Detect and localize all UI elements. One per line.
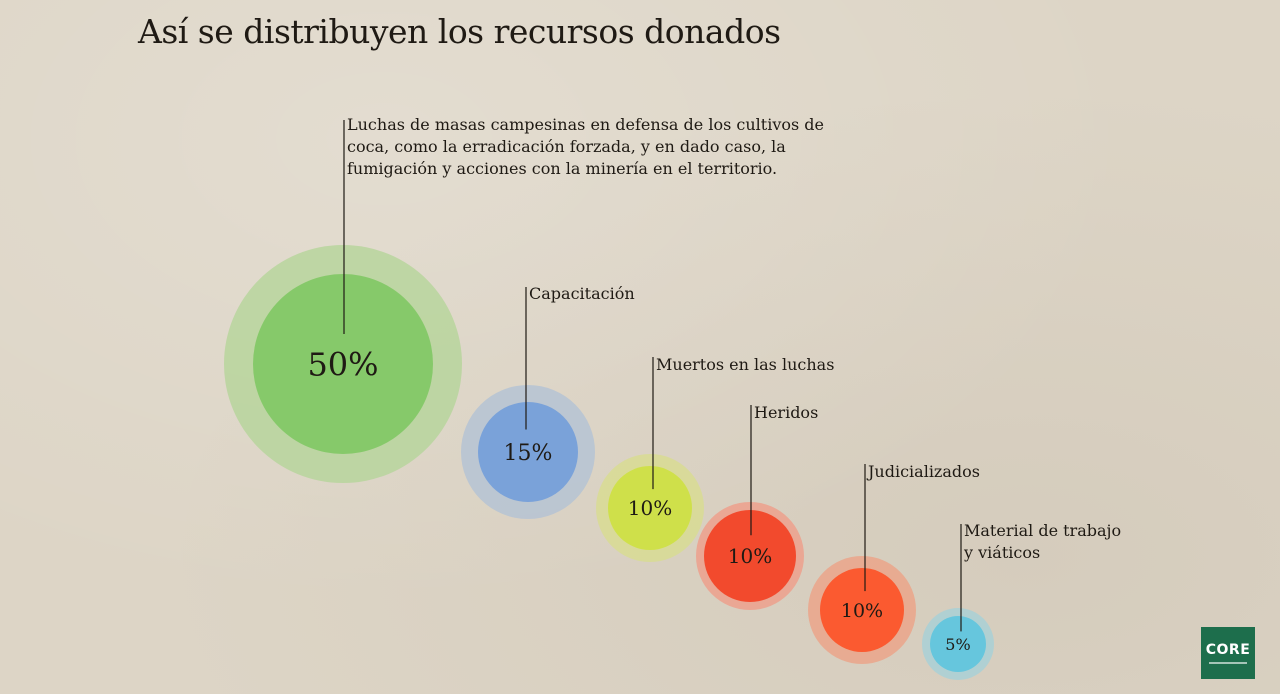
bubble-core bbox=[704, 510, 796, 602]
bubble-category-label: Muertos en las luchas bbox=[656, 355, 835, 374]
bubble-core bbox=[608, 466, 692, 550]
core-logo: CORE bbox=[1201, 627, 1255, 679]
chart-title: Así se distribuyen los recursos donados bbox=[138, 12, 781, 51]
bubble-core bbox=[253, 274, 433, 454]
bubble-2: 10% bbox=[596, 357, 704, 562]
bubble-category-label: Heridos bbox=[754, 403, 819, 422]
bubble-value-label: 10% bbox=[728, 544, 772, 568]
bubble-value-label: 10% bbox=[841, 600, 883, 622]
bubble-category-label: Material de trabajo y viáticos bbox=[964, 521, 1122, 562]
bubble-value-label: 5% bbox=[945, 635, 970, 654]
bubble-0: 50% bbox=[224, 120, 462, 483]
bubble-core bbox=[820, 568, 904, 652]
core-logo-text: CORE bbox=[1205, 642, 1251, 658]
core-logo-rule bbox=[1209, 662, 1247, 664]
bubble-category-label: Capacitación bbox=[529, 284, 635, 303]
bubble-core bbox=[478, 402, 578, 502]
bubble-category-label: Judicializados bbox=[868, 462, 980, 481]
bubble-value-label: 15% bbox=[504, 441, 553, 466]
bubble-category-label: Luchas de masas campesinas en defensa de… bbox=[347, 115, 824, 178]
bubble-value-label: 10% bbox=[628, 496, 672, 520]
bubble-3: 10% bbox=[696, 405, 804, 610]
bubble-core bbox=[930, 616, 986, 672]
bubble-value-label: 50% bbox=[307, 346, 378, 384]
bubble-5: 5% bbox=[922, 524, 994, 680]
bubble-1: 15% bbox=[461, 287, 595, 519]
bubble-4: 10% bbox=[808, 464, 916, 664]
